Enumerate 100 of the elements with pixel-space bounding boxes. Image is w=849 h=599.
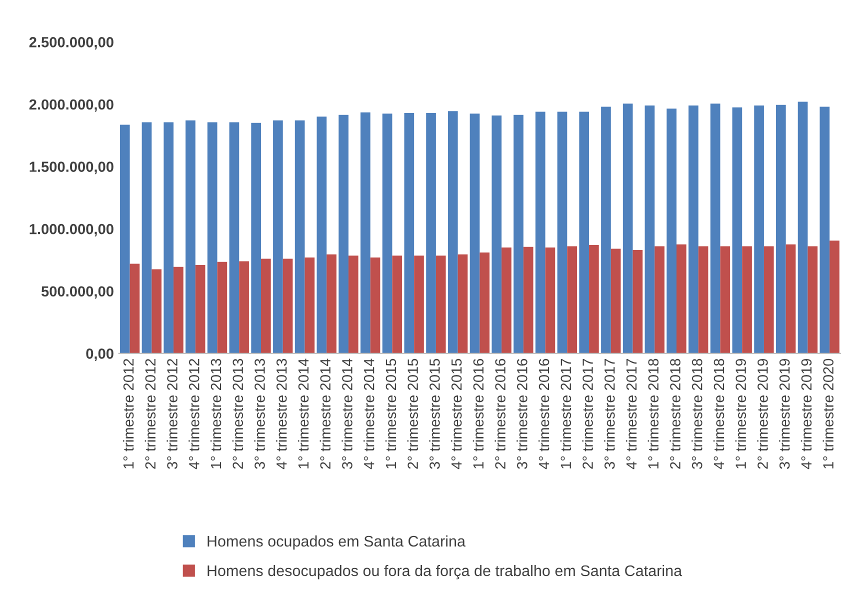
x-tick-label: 3° trimestre 2016	[516, 358, 528, 469]
x-tick-label: 3° trimestre 2015	[429, 358, 440, 469]
bar	[130, 264, 140, 354]
bar	[776, 104, 786, 354]
x-tick-label: 1° trimestre 2013	[210, 358, 222, 468]
x-tick-label: 1° trimestre 2019	[735, 358, 746, 468]
bar	[589, 245, 599, 354]
bar	[229, 122, 240, 354]
bar	[414, 256, 424, 354]
bar	[164, 122, 174, 354]
bar	[480, 252, 490, 354]
x-tick-label: 4° trimestre 2019	[800, 358, 812, 470]
x-tick-label: 2° trimestre 2017	[582, 358, 593, 469]
x-tick-label: 3° trimestre 2012	[166, 358, 178, 469]
x-tick-label: 1° trimestre 2020	[822, 358, 834, 468]
bar	[382, 114, 392, 354]
legend-label: Homens ocupados em Santa Catarina	[208, 535, 466, 550]
x-tick-label: 1° trimestre 2014	[298, 358, 309, 468]
bar	[426, 112, 436, 354]
y-tick-label: 1.500.000,00	[30, 162, 114, 174]
bar	[282, 258, 293, 354]
bar	[348, 256, 358, 354]
bar	[622, 104, 633, 354]
y-tick-label: 0,00	[86, 348, 114, 361]
bar	[294, 120, 305, 354]
bar	[273, 120, 283, 354]
x-tick-label: 2° trimestre 2013	[232, 358, 244, 469]
bar	[676, 244, 686, 354]
bar	[523, 246, 534, 354]
bar	[120, 124, 130, 354]
y-tick-label: 500.000,00	[41, 286, 114, 299]
x-tick-label: 1° trimestre 2015	[385, 358, 396, 468]
x-tick-label: 4° trimestre 2013	[276, 358, 287, 470]
bar	[217, 262, 228, 354]
bar	[742, 246, 752, 354]
x-tick-label: 3° trimestre 2013	[254, 358, 265, 469]
x-tick-label: 1° trimestre 2012	[122, 358, 134, 468]
bar	[186, 120, 196, 354]
y-tick-label: 2.000.000,00	[29, 99, 114, 112]
bar	[710, 104, 720, 354]
bar	[798, 102, 808, 354]
bar	[545, 248, 556, 354]
bar	[239, 261, 249, 354]
bar	[786, 244, 796, 354]
bar	[535, 112, 546, 354]
bar	[316, 116, 327, 354]
x-tick-label: 4° trimestre 2016	[538, 358, 550, 470]
x-tick-label: 2° trimestre 2015	[407, 358, 418, 469]
bar	[601, 106, 611, 354]
bar	[404, 112, 414, 354]
bar	[808, 246, 818, 354]
bar	[830, 240, 840, 354]
x-tick-label: 4° trimestre 2012	[188, 358, 200, 470]
bar	[304, 257, 315, 354]
x-tick-label: 4° trimestre 2017	[626, 358, 637, 470]
bar	[448, 111, 458, 354]
x-tick-label: 1° trimestre 2016	[472, 358, 484, 468]
bar	[654, 246, 664, 354]
bar	[326, 254, 336, 354]
legend-label: Homens desocupados ou fora da força de trabalho em Santa Catarina	[208, 564, 682, 580]
x-tick-label: 3° trimestre 2019	[779, 358, 790, 469]
bar	[720, 246, 730, 354]
bar	[370, 257, 380, 354]
bar	[644, 105, 655, 354]
x-tick-label: 3° trimestre 2017	[604, 358, 615, 469]
x-tick-label: 2° trimestre 2016	[494, 358, 506, 469]
y-tick-label: 1.000.000,00	[30, 224, 114, 236]
bar	[632, 250, 643, 354]
x-tick-label: 2° trimestre 2019	[757, 358, 768, 469]
x-tick-label: 3° trimestre 2018	[692, 358, 702, 469]
bar	[338, 114, 348, 354]
bar	[261, 258, 271, 354]
x-tick-label: 4° trimestre 2014	[364, 358, 374, 470]
bar	[470, 114, 480, 354]
x-tick-label: 2° trimestre 2012	[144, 358, 156, 469]
bar	[207, 122, 218, 354]
bar	[579, 112, 590, 354]
x-tick-label: 2° trimestre 2014	[320, 358, 331, 469]
bar	[666, 108, 676, 354]
bar	[502, 248, 512, 354]
x-tick-label: 4° trimestre 2018	[713, 358, 724, 470]
bar	[688, 105, 698, 354]
bar	[754, 105, 764, 354]
y-tick-label: 2.500.000,00	[29, 37, 114, 50]
x-tick-label: 2° trimestre 2018	[670, 358, 680, 469]
bar	[436, 256, 446, 354]
bar	[732, 107, 742, 354]
bar	[698, 246, 708, 354]
bar	[610, 248, 621, 354]
x-tick-label: 1° trimestre 2018	[648, 358, 659, 468]
bar	[174, 266, 184, 354]
bar	[764, 246, 774, 354]
x-tick-label: 1° trimestre 2017	[560, 358, 572, 468]
bar	[567, 246, 577, 354]
bar	[820, 106, 830, 354]
bar	[152, 269, 162, 354]
bar	[458, 254, 468, 354]
bar	[392, 256, 402, 354]
bar	[360, 112, 370, 354]
bar	[514, 114, 524, 354]
